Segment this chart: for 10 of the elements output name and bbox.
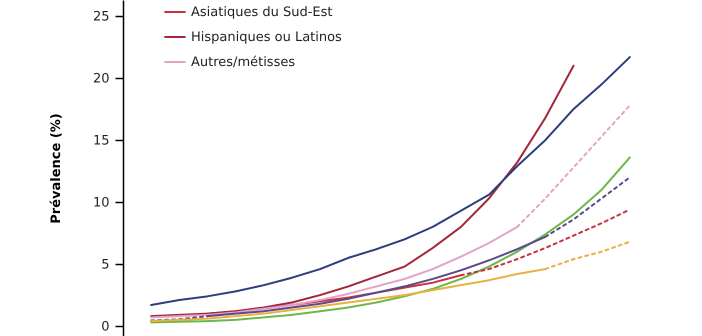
y-tick-label: 10	[92, 196, 110, 211]
legend-label: Autres/métisses	[191, 55, 296, 70]
legend-label: Hispaniques ou Latinos	[191, 30, 342, 45]
legend-label: Asiatiques du Sud-Est	[191, 5, 332, 20]
y-tick-label: 5	[101, 258, 110, 273]
y-tick-label: 15	[92, 134, 110, 149]
y-tick-label: 25	[92, 10, 110, 25]
y-axis-title: Prévalence (%)	[48, 113, 64, 224]
y-tick-label: 20	[92, 72, 110, 87]
y-tick-label: 0	[101, 320, 110, 335]
